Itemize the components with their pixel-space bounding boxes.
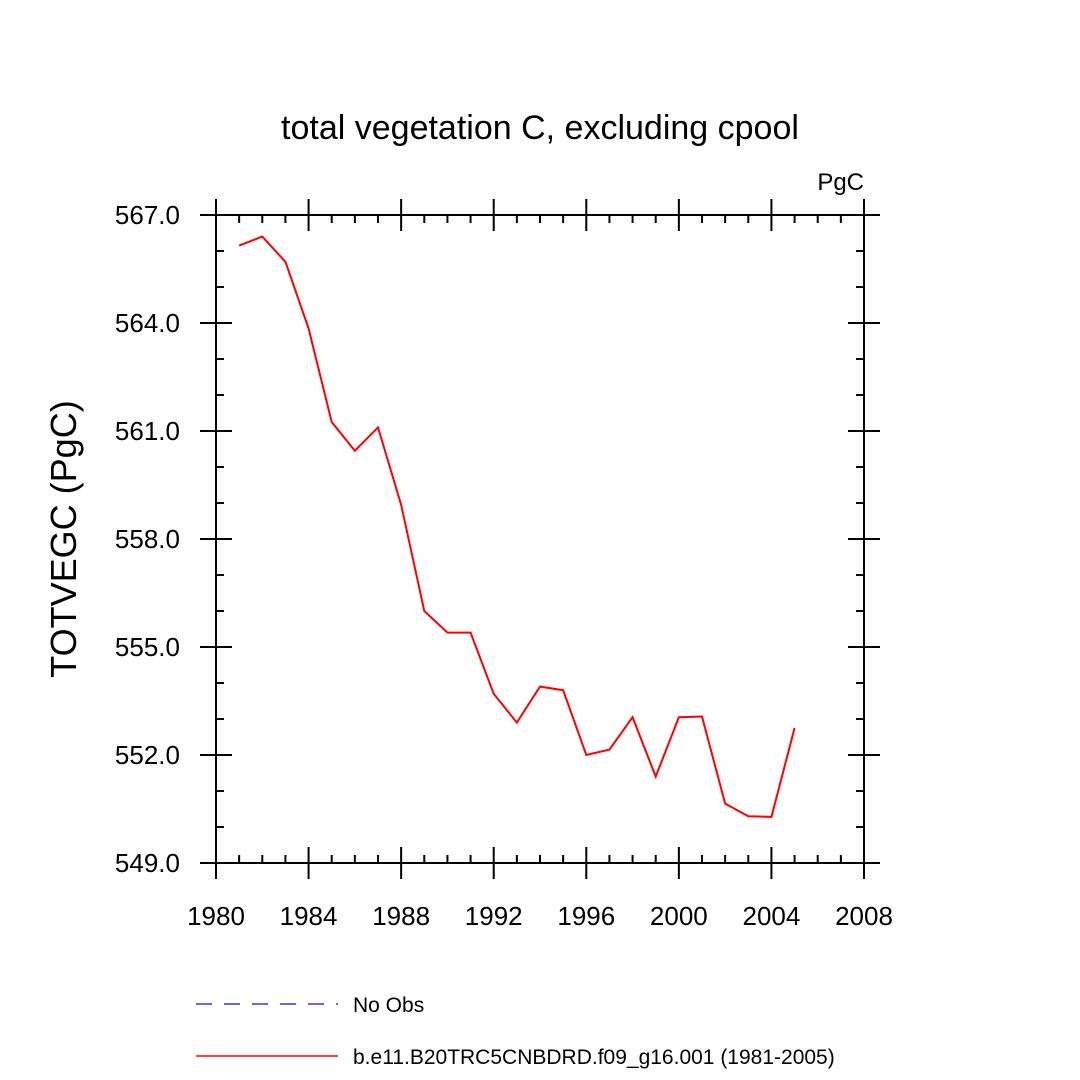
x-tick-label: 1980 xyxy=(187,901,245,931)
x-axis-ticks xyxy=(215,199,865,879)
x-tick-label: 2004 xyxy=(743,901,801,931)
y-tick-label: 552.0 xyxy=(115,740,180,770)
units-label: PgC xyxy=(817,169,864,196)
x-tick-label: 1996 xyxy=(557,901,615,931)
chart-title: total vegetation C, excluding cpool xyxy=(281,109,799,147)
x-tick-label: 2008 xyxy=(835,901,893,931)
y-tick-label: 558.0 xyxy=(115,524,180,554)
y-tick-label: 564.0 xyxy=(115,308,180,338)
y-axis-label: TOTVEGC (PgC) xyxy=(43,400,84,677)
legend: No Obs b.e11.B20TRC5CNBDRD.f09_g16.001 (… xyxy=(196,994,835,1069)
y-axis-tick-labels: 549.0 552.0 555.0 558.0 561.0 564.0 567.0 xyxy=(115,200,180,878)
x-tick-label: 2000 xyxy=(650,901,708,931)
legend-model-label: b.e11.B20TRC5CNBDRD.f09_g16.001 (1981-20… xyxy=(353,1046,835,1069)
series-layer xyxy=(238,235,796,818)
plot-frame xyxy=(215,214,865,864)
x-tick-label: 1988 xyxy=(372,901,430,931)
x-tick-label: 1984 xyxy=(280,901,338,931)
y-tick-label: 549.0 xyxy=(115,848,180,878)
y-tick-label: 555.0 xyxy=(115,632,180,662)
y-tick-label: 561.0 xyxy=(115,416,180,446)
y-tick-label: 567.0 xyxy=(115,200,180,230)
x-axis-tick-labels: 1980 1984 1988 1992 1996 2000 2004 2008 xyxy=(187,901,893,931)
legend-no-obs-label: No Obs xyxy=(353,994,424,1017)
series-line-0 xyxy=(238,235,796,818)
x-tick-label: 1992 xyxy=(465,901,523,931)
